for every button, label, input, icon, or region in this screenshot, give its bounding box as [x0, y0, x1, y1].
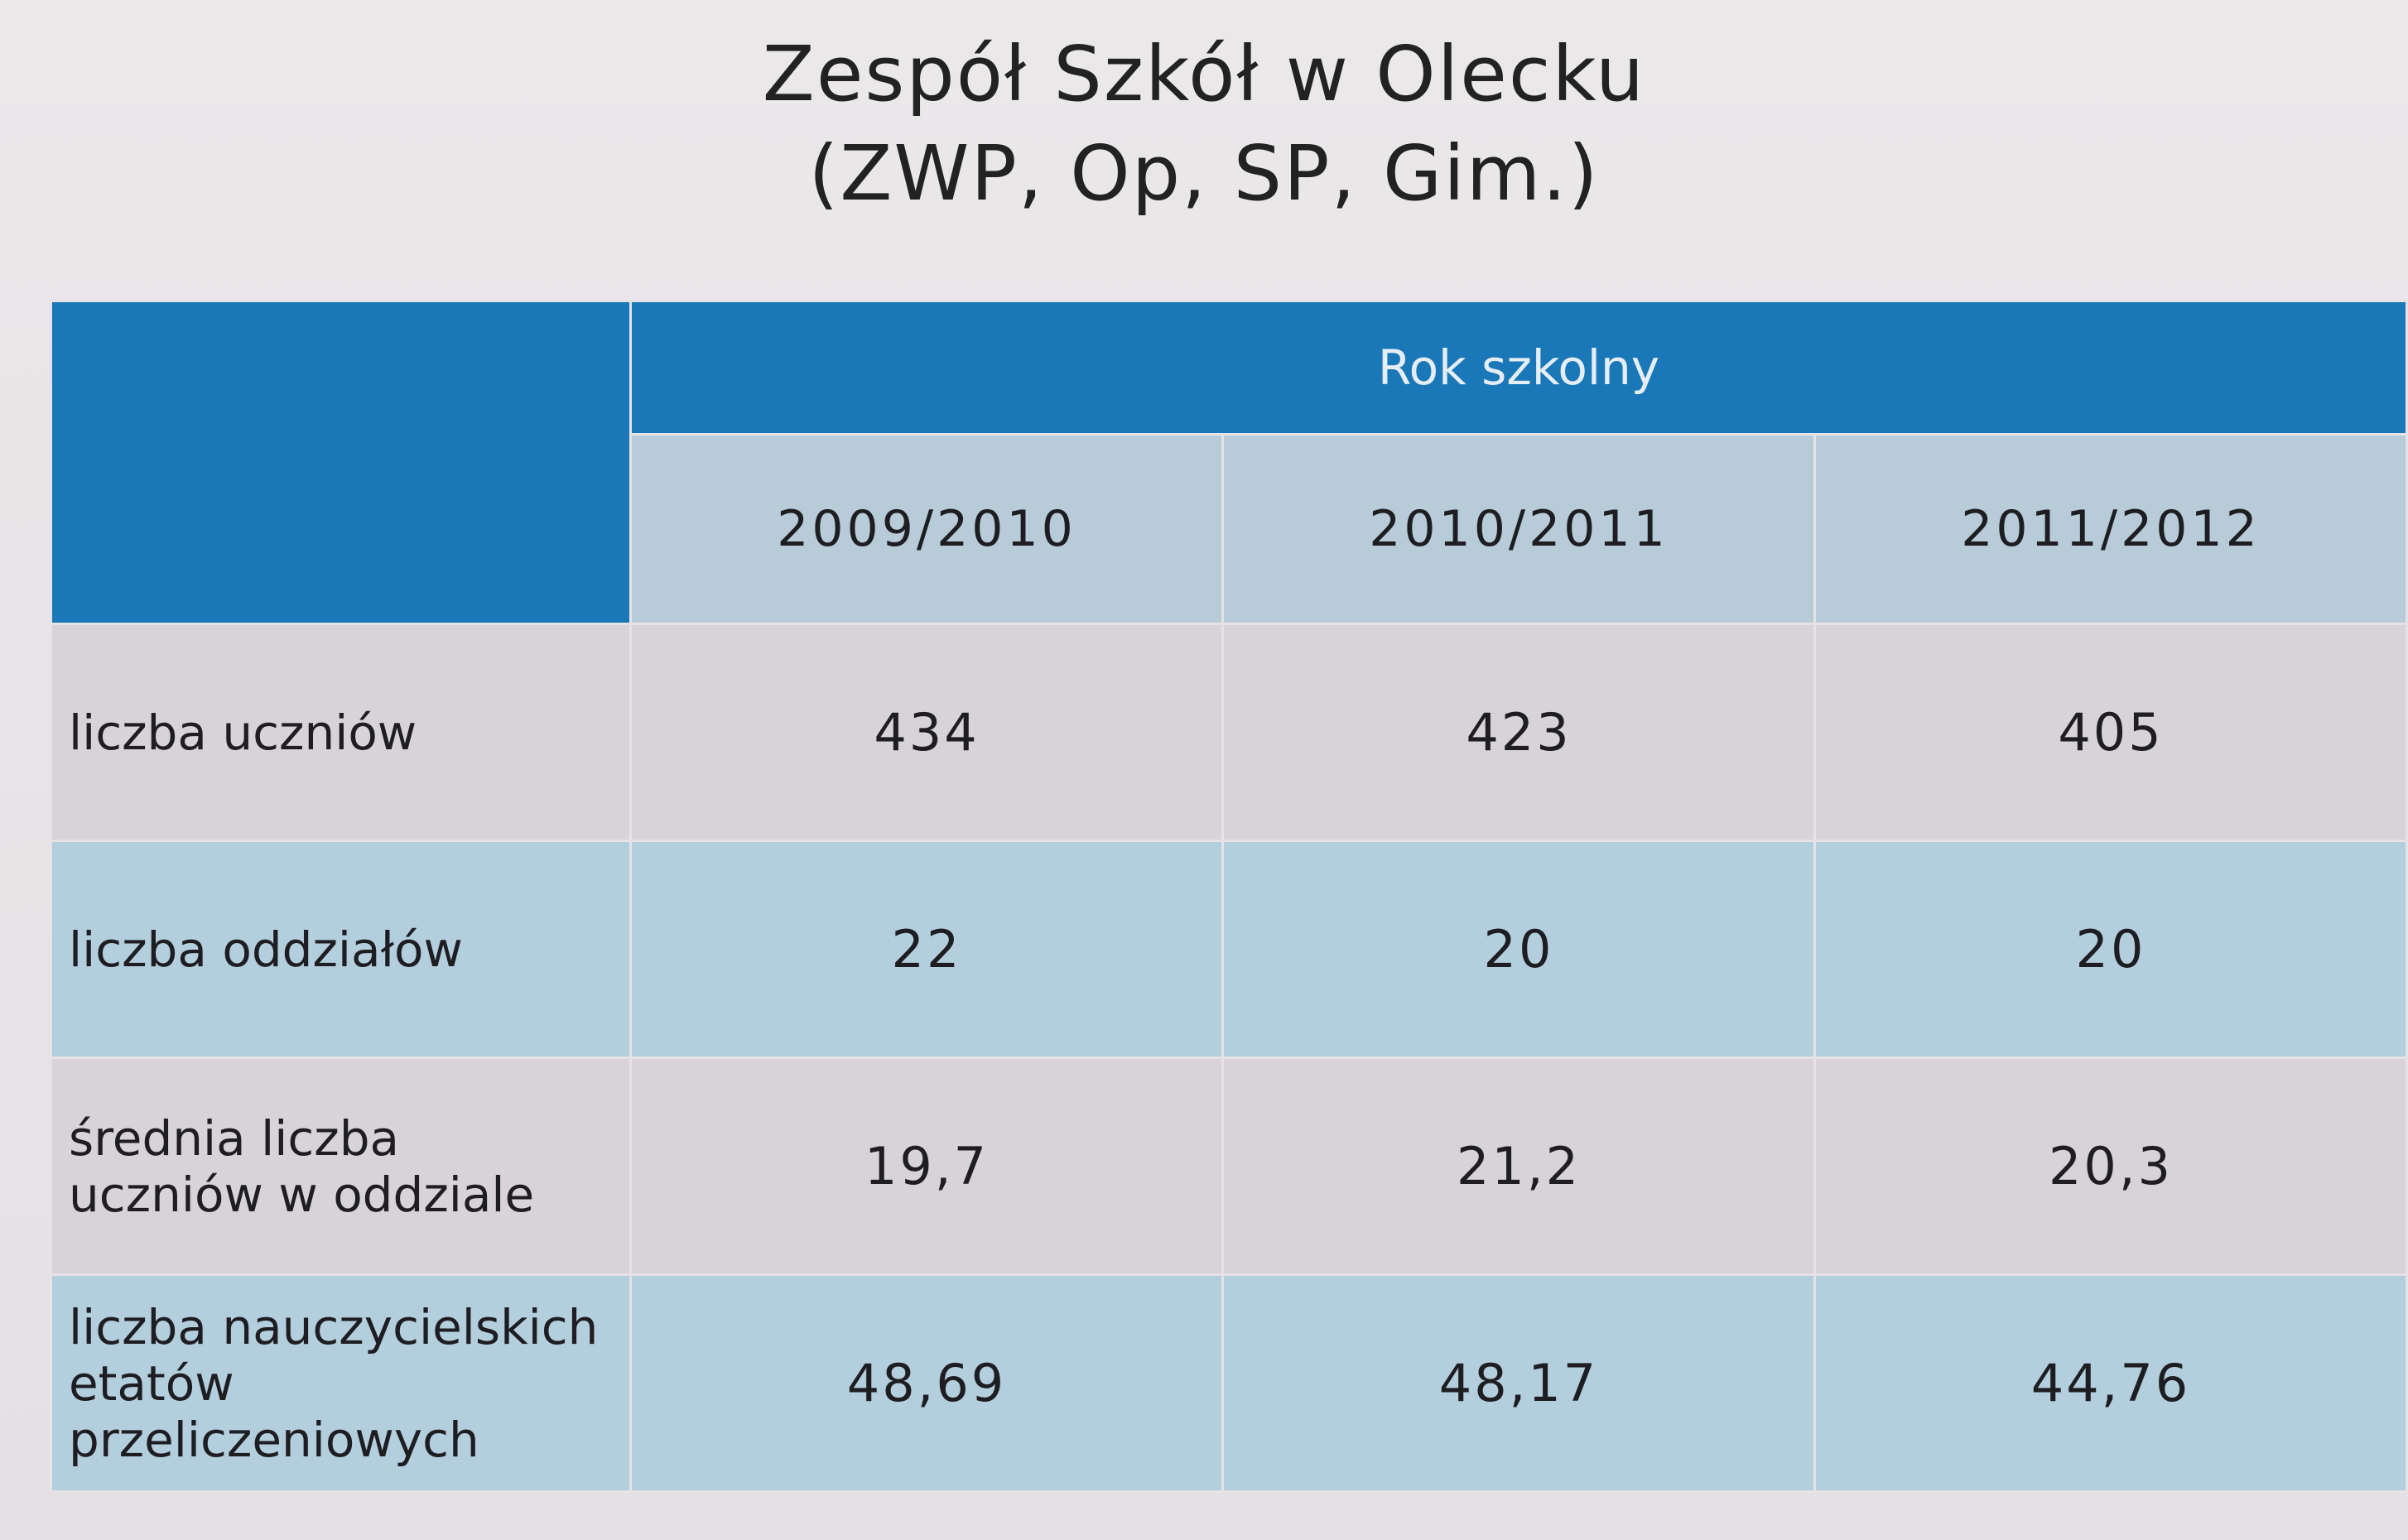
table-row: średnia liczba uczniów w oddziale 19,7 21,…	[50, 1056, 2408, 1276]
cell-value: 48,17	[1221, 1273, 1816, 1493]
table-row: liczba oddziałów 22 20 20	[50, 840, 2408, 1059]
cell-value: 405	[1813, 623, 2408, 842]
cell-value: 20,3	[1813, 1056, 2408, 1276]
row-label: liczba uczniów	[50, 623, 632, 842]
cell-value: 19,7	[629, 1056, 1224, 1276]
year-header: 2009/2010	[629, 433, 1224, 625]
cell-value: 22	[629, 840, 1224, 1059]
title-line: (ZWP, Op, SP, Gim.)	[808, 129, 1600, 218]
data-table: Rok szkolny 2009/2010 2010/2011 2011/2012 …	[50, 300, 2408, 1493]
year-row: 2009/2010 2010/2011 2011/2012	[51, 433, 2408, 625]
table-body: liczba uczniów 434 423 405 liczba oddziałów 2…	[50, 623, 2408, 1493]
cell-value: 423	[1221, 623, 1816, 842]
corner-cell	[50, 300, 632, 625]
year-header: 2011/2012	[1813, 433, 2408, 625]
group-header: Rok szkolny	[629, 300, 2408, 436]
row-label: liczba nauczycielskich etatów przeliczen…	[50, 1273, 632, 1493]
cell-value: 44,76	[1813, 1273, 2408, 1493]
year-header: 2010/2011	[1221, 433, 1816, 625]
cell-value: 48,69	[629, 1273, 1224, 1493]
cell-value: 20	[1221, 840, 1816, 1059]
table-head: Rok szkolny 2009/2010 2010/2011 2011/2012	[50, 300, 2408, 625]
table-row: liczba nauczycielskich etatów przeliczen…	[50, 1273, 2408, 1493]
group-row: Rok szkolny	[50, 300, 2408, 625]
row-label: liczba oddziałów	[50, 840, 632, 1059]
cell-value: 434	[629, 623, 1224, 842]
table-row: liczba uczniów 434 423 405	[50, 623, 2408, 842]
title: Zespół Szkół w Olecku (ZWP, Op, SP, Gim.…	[0, 25, 2408, 224]
cell-value: 20	[1813, 840, 2408, 1059]
row-label: średnia liczba uczniów w oddziale	[50, 1056, 632, 1276]
title-line: Zespół Szkół w Olecku	[762, 30, 1646, 118]
cell-value: 21,2	[1221, 1056, 1816, 1276]
